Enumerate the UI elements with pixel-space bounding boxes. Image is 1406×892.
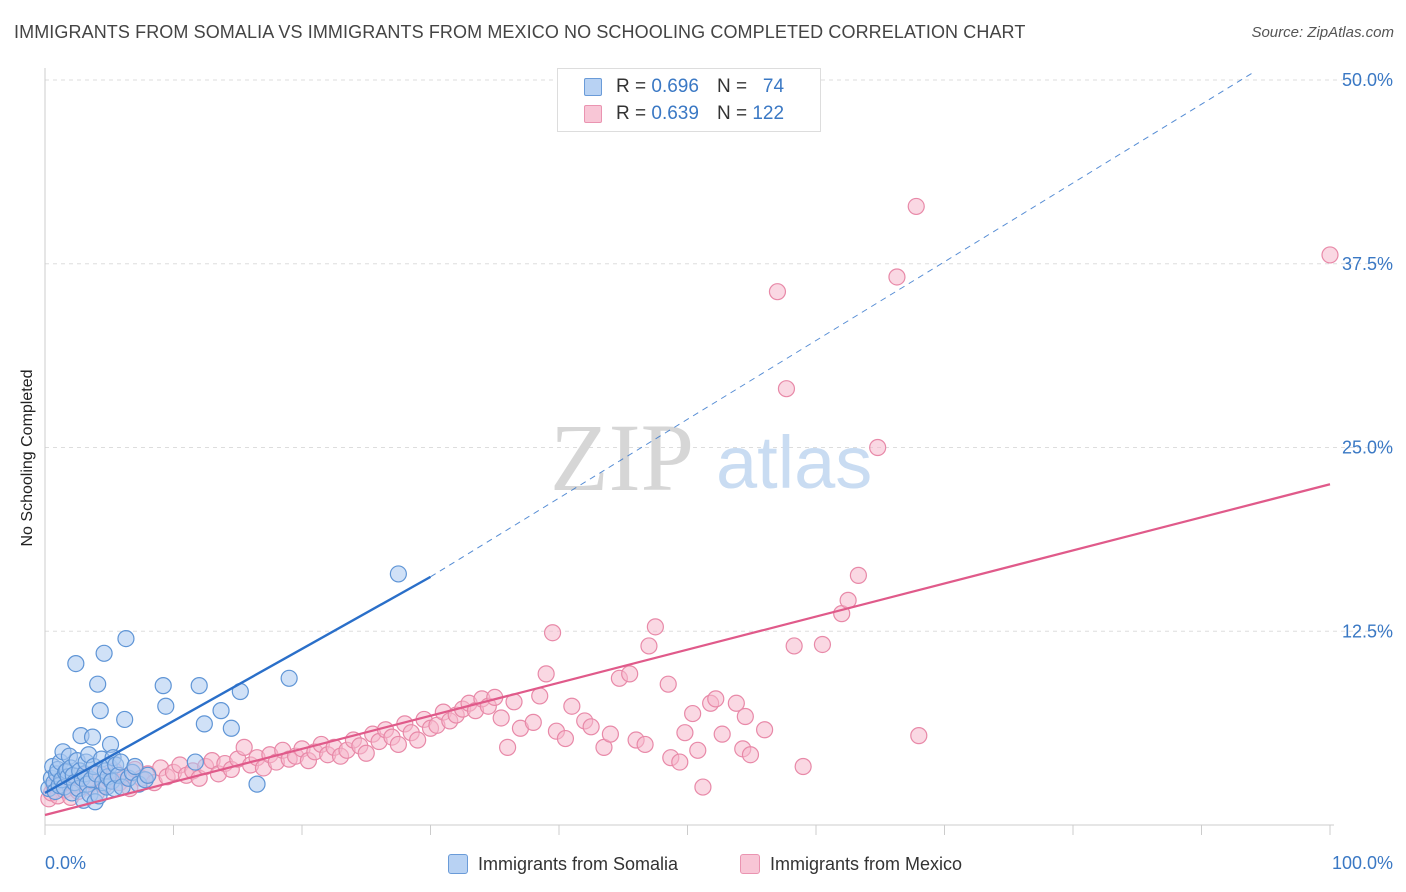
source-credit: Source: ZipAtlas.com xyxy=(1251,24,1394,41)
y-tick-label: 50.0% xyxy=(1342,70,1393,90)
mexico-point xyxy=(563,697,581,715)
legend-r-label: R = xyxy=(616,103,647,124)
mexico-point xyxy=(676,724,694,742)
mexico-point xyxy=(794,757,812,776)
mexico-swatch xyxy=(584,105,602,123)
somalia-swatch xyxy=(584,78,602,96)
mexico-point xyxy=(777,380,796,398)
somalia-point xyxy=(91,702,109,720)
mexico-point xyxy=(543,624,562,642)
mexico-point xyxy=(694,778,712,796)
somalia-point xyxy=(186,753,204,771)
bottom-legend-mexico: Immigrants from Mexico xyxy=(740,852,962,876)
watermark-atlas: atlas xyxy=(716,421,872,504)
somalia-point xyxy=(222,719,240,737)
mexico-point xyxy=(755,721,774,739)
mexico-point xyxy=(785,637,803,655)
mexico-point xyxy=(707,690,725,708)
mexico-point xyxy=(813,635,832,654)
somalia-point xyxy=(116,710,134,729)
mexico-point xyxy=(492,709,510,727)
somalia-point xyxy=(195,715,213,733)
mexico-point xyxy=(684,704,702,723)
somalia-trend-extension xyxy=(430,72,1254,578)
mexico-trend-line xyxy=(44,483,1331,817)
mexico-legend-swatch xyxy=(740,854,760,874)
mexico-legend-label: Immigrants from Mexico xyxy=(770,853,963,874)
somalia-trend-line xyxy=(44,575,432,794)
mexico-point xyxy=(357,744,375,762)
mexico-point xyxy=(621,665,639,683)
grid-layer xyxy=(44,68,1390,835)
somalia-point xyxy=(280,669,298,687)
mexico-point xyxy=(524,713,542,731)
somalia-point xyxy=(248,775,266,793)
mexico-point xyxy=(640,637,658,655)
legend-r-value: 0.639 xyxy=(651,103,699,124)
somalia-point xyxy=(117,629,135,648)
mexico-point xyxy=(907,197,925,216)
mexico-point xyxy=(736,707,754,726)
tick-layer: 12.5% 25.0% 37.5% 50.0% 0.0% 100.0% xyxy=(45,70,1393,873)
chart-title: IMMIGRANTS FROM SOMALIA VS IMMIGRANTS FR… xyxy=(14,22,1026,42)
somalia-point xyxy=(139,766,157,784)
somalia-points xyxy=(40,565,407,811)
mexico-point xyxy=(1321,246,1339,264)
legend-n-label: N = xyxy=(716,103,748,124)
mexico-point xyxy=(869,438,887,457)
legend-n-label: N = xyxy=(716,76,748,97)
somalia-point xyxy=(212,702,230,720)
somalia-point xyxy=(89,675,107,693)
somalia-point xyxy=(389,565,407,583)
mexico-point xyxy=(409,731,427,749)
mexico-point xyxy=(741,746,760,764)
mexico-point xyxy=(689,741,707,759)
legend-n-value: 122 xyxy=(752,103,785,124)
mexico-point xyxy=(910,727,928,745)
mexico-point xyxy=(727,694,745,712)
somalia-point xyxy=(83,728,102,746)
mexico-point xyxy=(646,618,664,636)
mexico-point xyxy=(582,718,600,736)
mexico-point xyxy=(556,729,575,748)
mexico-point xyxy=(849,566,868,584)
y-axis-label: No Schooling Completed xyxy=(19,369,36,547)
y-tick-label: 25.0% xyxy=(1342,438,1393,458)
somalia-point xyxy=(190,677,208,695)
trend-layer xyxy=(44,72,1331,817)
mexico-point xyxy=(768,283,787,301)
somalia-legend-swatch xyxy=(448,854,468,874)
somalia-point xyxy=(67,654,85,673)
legend-r-value: 0.696 xyxy=(651,76,699,97)
stats-legend: R = 0.696 N = 74 R = 0.639 N = 122 xyxy=(557,68,821,132)
mexico-point xyxy=(389,735,407,754)
legend-row-mexico: R = 0.639 N = 122 xyxy=(584,102,784,126)
legend-r-label: R = xyxy=(616,76,647,97)
bottom-legend-somalia: Immigrants from Somalia xyxy=(448,852,678,876)
mexico-point xyxy=(636,735,654,754)
somalia-legend-label: Immigrants from Somalia xyxy=(478,853,679,874)
mexico-point xyxy=(537,665,555,683)
mexico-point xyxy=(713,725,731,743)
x-tick-label: 0.0% xyxy=(45,853,86,873)
mexico-point xyxy=(659,675,677,693)
mexico-point xyxy=(531,687,549,705)
legend-n-value: 74 xyxy=(762,76,785,97)
y-tick-label: 37.5% xyxy=(1342,254,1393,274)
somalia-point xyxy=(95,644,113,662)
y-tick-label: 12.5% xyxy=(1342,621,1393,641)
mexico-point xyxy=(601,725,620,743)
x-tick-label: 100.0% xyxy=(1332,853,1393,873)
mexico-point xyxy=(499,738,517,756)
mexico-point xyxy=(888,268,906,286)
somalia-point xyxy=(157,697,175,715)
somalia-point xyxy=(154,677,172,695)
legend-row-somalia: R = 0.696 N = 74 xyxy=(584,75,784,99)
watermark-zip: ZIP xyxy=(550,404,694,511)
mexico-point xyxy=(235,738,253,756)
mexico-point xyxy=(671,753,689,771)
somalia-point xyxy=(126,757,144,776)
